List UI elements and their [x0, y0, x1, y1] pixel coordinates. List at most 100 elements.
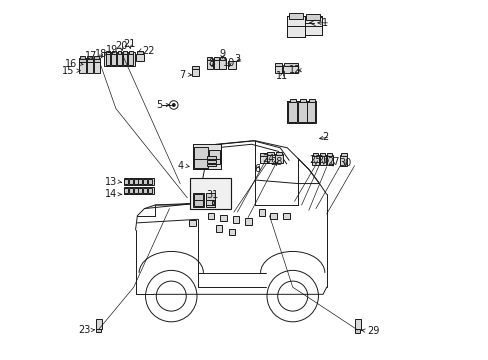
Bar: [122, 53, 127, 65]
Text: 3: 3: [234, 54, 241, 64]
Bar: [134, 188, 138, 193]
Bar: [283, 65, 298, 73]
Text: 25: 25: [309, 156, 322, 165]
Text: 26: 26: [317, 156, 329, 165]
Bar: [297, 103, 306, 122]
Bar: [129, 179, 133, 184]
Bar: [123, 51, 127, 54]
Bar: [147, 188, 151, 193]
Bar: [320, 153, 325, 156]
Bar: [266, 154, 274, 163]
Bar: [216, 225, 222, 232]
Bar: [206, 160, 216, 163]
Bar: [288, 13, 303, 18]
Bar: [283, 213, 289, 219]
Bar: [213, 59, 220, 69]
Text: 22: 22: [142, 46, 155, 56]
Bar: [143, 188, 147, 193]
Bar: [354, 319, 360, 330]
Text: 2: 2: [322, 132, 328, 142]
Text: 9: 9: [219, 49, 225, 59]
Text: 14: 14: [104, 189, 117, 199]
Bar: [312, 153, 317, 156]
Bar: [340, 153, 346, 156]
Bar: [193, 194, 203, 206]
Text: 6: 6: [254, 164, 260, 174]
Bar: [123, 178, 154, 185]
Bar: [228, 61, 235, 68]
Bar: [129, 51, 132, 54]
Text: 24: 24: [262, 154, 274, 164]
Text: 1: 1: [322, 18, 328, 28]
Bar: [192, 66, 198, 69]
Bar: [118, 51, 121, 54]
Bar: [220, 215, 226, 221]
Bar: [105, 53, 110, 65]
Bar: [147, 179, 151, 184]
Bar: [123, 187, 154, 194]
Circle shape: [172, 104, 175, 107]
Bar: [270, 213, 276, 219]
Text: 20: 20: [115, 41, 127, 51]
Bar: [128, 53, 133, 65]
Bar: [206, 163, 216, 166]
Bar: [192, 144, 221, 169]
Bar: [289, 99, 296, 102]
Text: 11: 11: [275, 71, 287, 81]
Text: 29: 29: [367, 326, 379, 336]
Bar: [94, 58, 100, 62]
Bar: [211, 201, 213, 204]
Bar: [305, 17, 322, 35]
Bar: [228, 229, 235, 235]
Bar: [299, 99, 305, 102]
Text: 31: 31: [206, 190, 218, 200]
Bar: [258, 209, 264, 216]
Bar: [104, 52, 135, 66]
Text: 30: 30: [338, 158, 351, 168]
Bar: [189, 220, 195, 226]
Bar: [275, 152, 282, 155]
Text: 19: 19: [105, 45, 118, 55]
Bar: [208, 150, 220, 164]
Text: 12: 12: [289, 65, 301, 75]
Bar: [274, 65, 282, 73]
Bar: [112, 51, 115, 54]
Bar: [87, 57, 92, 59]
Bar: [354, 329, 360, 333]
Bar: [267, 152, 273, 155]
Bar: [134, 179, 138, 184]
Bar: [305, 14, 319, 20]
Bar: [220, 57, 225, 60]
Bar: [137, 51, 143, 54]
Bar: [86, 58, 93, 62]
Bar: [312, 156, 318, 165]
Bar: [124, 188, 128, 193]
Bar: [287, 103, 296, 122]
Bar: [319, 156, 325, 165]
Bar: [207, 213, 214, 219]
Text: 28: 28: [270, 157, 282, 167]
Bar: [191, 68, 199, 76]
Bar: [206, 59, 213, 69]
Bar: [286, 16, 304, 37]
Bar: [219, 59, 225, 69]
Text: 13: 13: [104, 177, 117, 187]
Bar: [206, 157, 216, 159]
Text: 7: 7: [179, 69, 185, 80]
Bar: [117, 53, 122, 65]
Bar: [244, 218, 251, 225]
Text: 16: 16: [65, 59, 78, 69]
Bar: [94, 57, 99, 59]
Bar: [307, 103, 315, 122]
Text: 23: 23: [78, 325, 90, 335]
Text: 17: 17: [85, 51, 98, 61]
Bar: [94, 62, 100, 73]
Bar: [129, 188, 133, 193]
Text: 4: 4: [177, 161, 183, 171]
Bar: [308, 99, 315, 102]
Bar: [95, 319, 102, 329]
Bar: [138, 188, 142, 193]
Bar: [207, 57, 212, 60]
Bar: [96, 329, 101, 332]
Bar: [124, 179, 128, 184]
